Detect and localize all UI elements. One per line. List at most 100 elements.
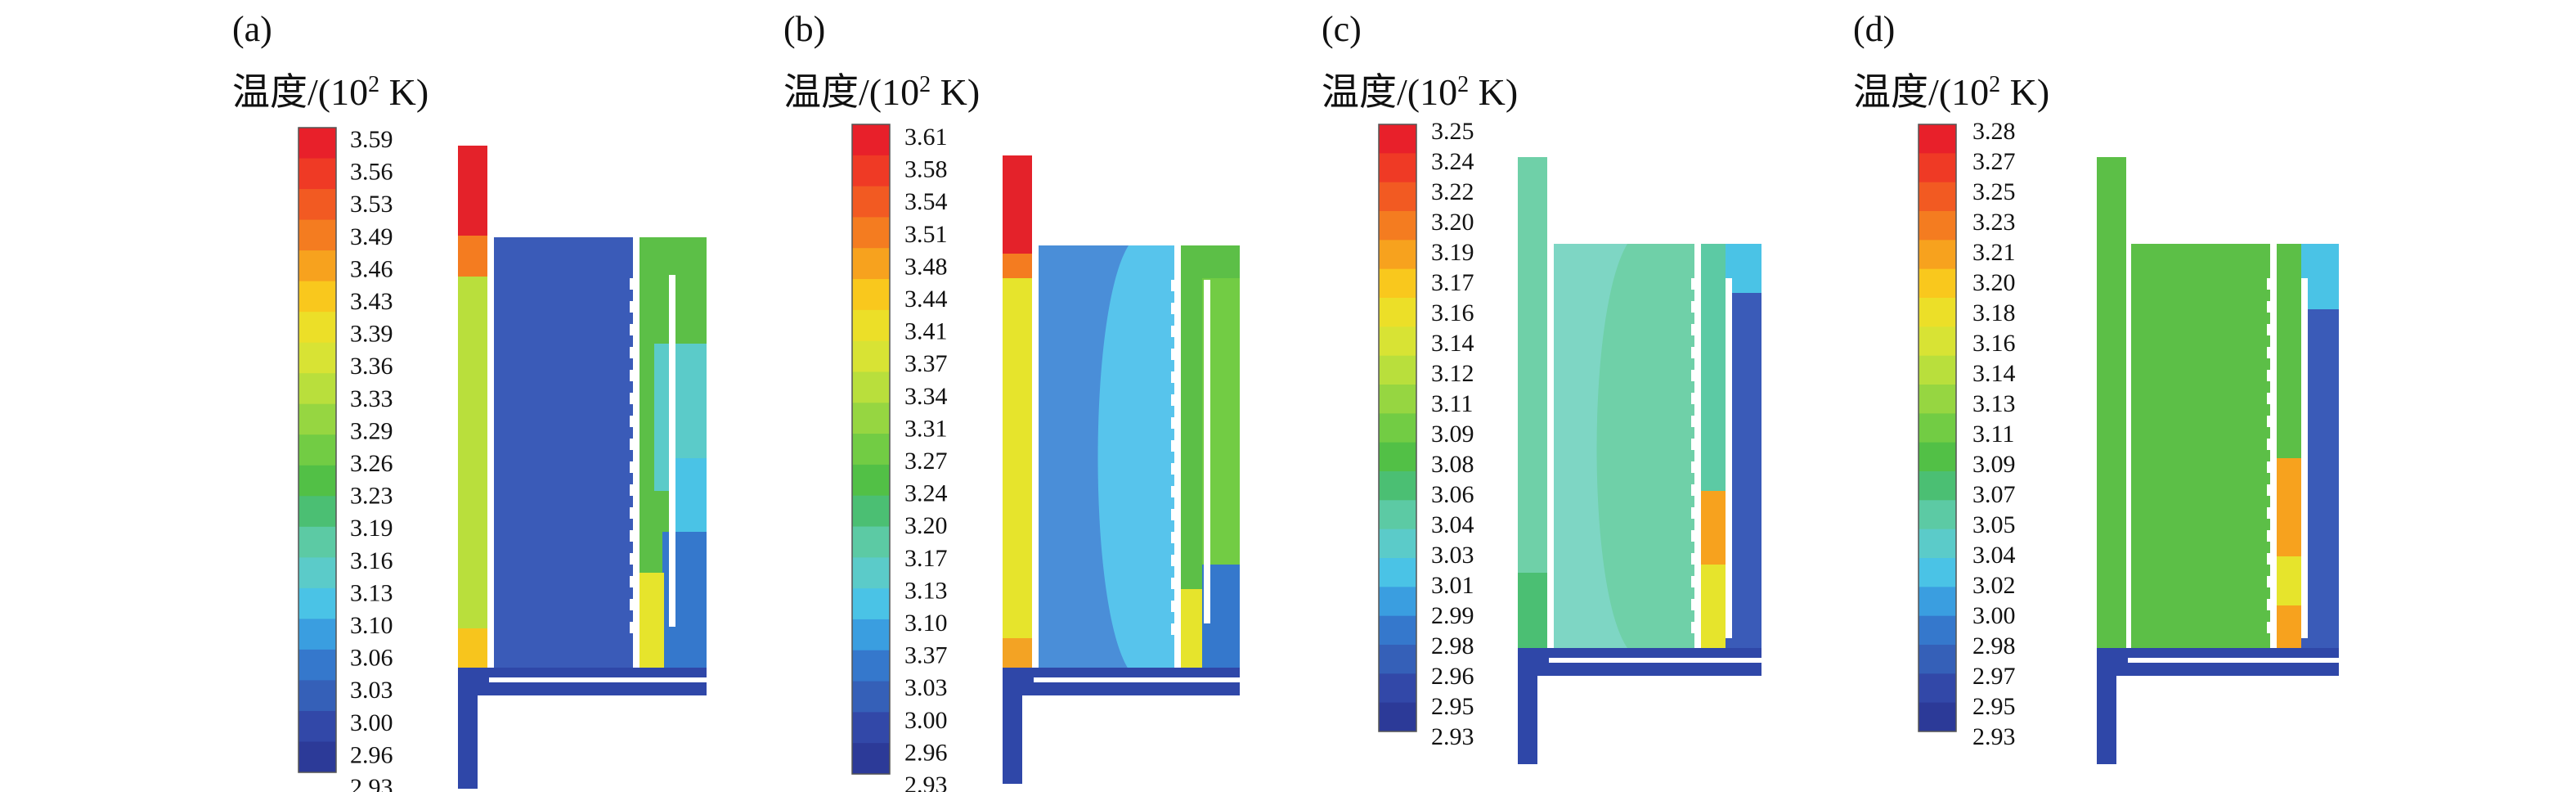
colorbar-tick-label: 2.96 <box>350 741 393 768</box>
colorbar-swatch <box>298 680 336 712</box>
colorbar-tick-label: 3.04 <box>1972 542 2016 569</box>
panel-c: (c) 温度/(102 K) 3.253.243.223.203.193.173… <box>1322 9 1761 764</box>
colorbar-tick-label: 3.43 <box>350 288 393 315</box>
colorbar-tick-label: 3.20 <box>1972 269 2016 296</box>
colorbar-swatch <box>1379 442 1416 472</box>
colorbar-swatch <box>298 128 336 160</box>
colorbar-swatch <box>852 248 890 280</box>
colorbar-tick-label: 3.00 <box>1972 602 2016 629</box>
colorbar-swatch <box>1919 442 1956 472</box>
colorbar-swatch <box>1919 124 1956 154</box>
colorbar-tick-label: 3.31 <box>904 415 948 442</box>
colorbar-swatch <box>1379 413 1416 443</box>
colorbar-frame <box>1378 124 1417 732</box>
colorbar-swatch <box>1919 153 1956 183</box>
colorbar-swatch <box>1919 500 1956 530</box>
colorbar-frame <box>851 124 891 775</box>
colorbar-tick-label: 3.19 <box>350 515 393 542</box>
colorbar-tick-label: 3.33 <box>350 385 393 412</box>
colorbar-swatch <box>1379 615 1416 646</box>
panel-d: (d) 温度/(102 K) 3.283.273.253.233.213.203… <box>1853 9 2339 764</box>
colorbar-swatch <box>852 186 890 218</box>
colorbar-tick-label: 3.54 <box>904 188 948 215</box>
panel-d-contour <box>2097 157 2339 764</box>
panel-c-label: (c) <box>1322 9 1362 49</box>
colorbar-tick-label: 3.16 <box>350 547 393 574</box>
colorbar-swatch <box>298 587 336 619</box>
panel-b-legend-title: 温度/(102 K) <box>783 71 980 113</box>
colorbar-swatch <box>1379 587 1416 617</box>
panel-d-legend-title: 温度/(102 K) <box>1853 71 2049 113</box>
colorbar-tick-label: 3.21 <box>1972 239 2016 266</box>
colorbar-tick-label: 3.24 <box>904 480 948 507</box>
colorbar-tick-label: 3.41 <box>904 318 948 345</box>
panel-a-colorbar <box>298 127 337 773</box>
colorbar-tick-label: 3.06 <box>1431 481 1474 508</box>
colorbar-swatch <box>298 557 336 589</box>
colorbar-tick-label: 2.97 <box>1972 663 2016 690</box>
panel-d-colorbar <box>1918 124 1957 732</box>
colorbar-swatch <box>1379 355 1416 385</box>
colorbar-swatch <box>852 279 890 311</box>
colorbar-swatch <box>298 434 336 466</box>
colorbar-swatch <box>1919 471 1956 501</box>
panel-b: (b) 温度/(102 K) 3.613.583.543.513.483.443… <box>783 9 1240 792</box>
colorbar-tick-label: 3.02 <box>1972 572 2016 599</box>
colorbar-tick-label: 3.20 <box>904 512 948 539</box>
colorbar-tick-label: 3.49 <box>350 223 393 250</box>
colorbar-swatch <box>852 712 890 744</box>
colorbar-swatch <box>1919 615 1956 646</box>
colorbar-tick-label: 3.07 <box>1972 481 2016 508</box>
panel-c-colorbar-ticks: 3.25 3.24 3.22 3.20 3.19 3.17 3.16 3.14 3.12 3.11… <box>1431 118 1474 750</box>
colorbar-tick-label: 3.03 <box>350 677 393 704</box>
colorbar-swatch <box>852 495 890 528</box>
colorbar-tick-label: 3.17 <box>1431 269 1474 296</box>
colorbar-swatch <box>1379 240 1416 270</box>
colorbar-tick-label: 3.25 <box>1431 118 1474 145</box>
colorbar-tick-label: 2.95 <box>1431 693 1474 720</box>
colorbar-swatch <box>1919 355 1956 385</box>
colorbar-tick-label: 3.27 <box>904 448 948 475</box>
colorbar-swatch <box>1379 385 1416 414</box>
colorbar-swatch <box>1379 645 1416 674</box>
colorbar-swatch <box>852 155 890 187</box>
colorbar-tick-label: 3.18 <box>1972 299 2016 326</box>
colorbar-frame <box>298 127 337 773</box>
colorbar-swatch <box>298 710 336 742</box>
colorbar-tick-label: 3.05 <box>1972 511 2016 538</box>
colorbar-tick-label: 3.20 <box>1431 209 1474 236</box>
colorbar-swatch <box>1919 702 1956 732</box>
colorbar-tick-label: 3.17 <box>904 545 948 572</box>
colorbar-swatch <box>1379 702 1416 732</box>
colorbar-tick-label: 3.08 <box>1431 451 1474 478</box>
panel-a-label: (a) <box>232 9 272 49</box>
colorbar-tick-label: 3.39 <box>350 321 393 348</box>
colorbar-swatch <box>1919 558 1956 587</box>
colorbar-tick-label: 3.09 <box>1431 421 1474 448</box>
colorbar-tick-label: 2.96 <box>904 739 948 766</box>
colorbar-swatch <box>1919 587 1956 617</box>
colorbar-tick-label: 3.51 <box>904 221 948 248</box>
colorbar-tick-label: 3.13 <box>904 577 948 604</box>
panel-a-contour <box>458 146 707 789</box>
colorbar-tick-label: 3.23 <box>1972 209 2016 236</box>
panel-b-label: (b) <box>783 9 825 49</box>
colorbar-swatch <box>852 371 890 403</box>
colorbar-tick-label: 3.01 <box>1431 572 1474 599</box>
colorbar-swatch <box>1379 471 1416 501</box>
panel-d-colorbar-ticks: 3.28 3.27 3.25 3.23 3.21 3.20 3.18 3.16 3.14 3.13… <box>1972 118 2016 750</box>
colorbar-swatch <box>1919 529 1956 559</box>
colorbar-swatch <box>1379 500 1416 530</box>
colorbar-tick-label: 3.58 <box>904 156 948 183</box>
colorbar-swatch <box>1379 673 1416 704</box>
colorbar-swatch <box>852 526 890 558</box>
colorbar-swatch <box>298 250 336 282</box>
colorbar-tick-label: 3.25 <box>1972 178 2016 205</box>
colorbar-swatch <box>298 741 336 773</box>
colorbar-tick-label: 3.37 <box>904 642 948 669</box>
colorbar-swatch <box>852 340 890 372</box>
colorbar-swatch <box>852 464 890 497</box>
colorbar-tick-label: 3.23 <box>350 483 393 510</box>
colorbar-tick-label: 3.10 <box>904 610 948 637</box>
